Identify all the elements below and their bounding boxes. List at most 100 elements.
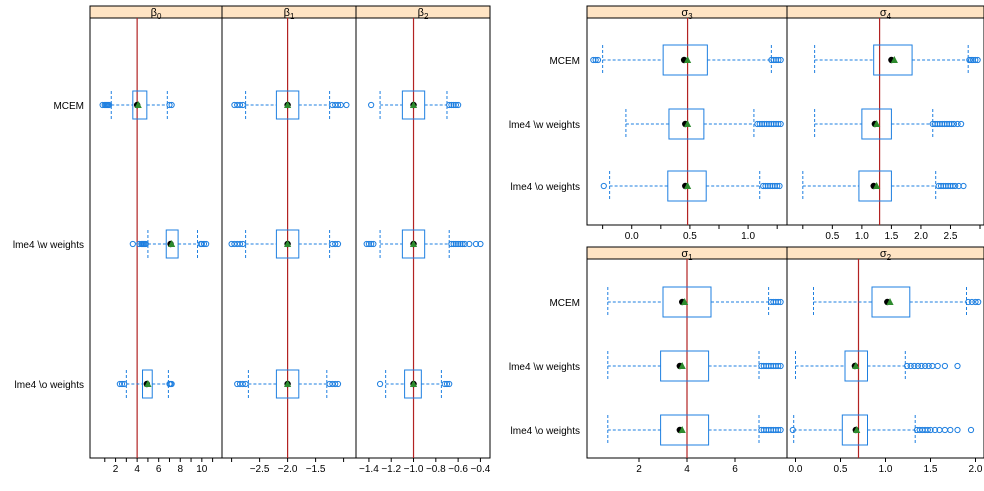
x-tick-label-sigma4: 1.0 — [855, 231, 869, 242]
outlier-point — [332, 240, 339, 248]
outlier-point — [236, 240, 244, 248]
iqr-box — [861, 108, 892, 140]
mean-point — [409, 240, 418, 247]
panel-frame-sigma2 — [786, 258, 984, 459]
outlier-point — [242, 380, 249, 388]
x-tick-label-sigma3: 0.0 — [625, 231, 639, 242]
strip-label-beta1: β1 — [284, 7, 295, 21]
mean-point — [284, 380, 292, 387]
panel-sigma2: σ2 0.0 0.5 1.0 1.5 2.0 — [786, 246, 984, 475]
mean-point — [683, 56, 692, 63]
outlier-point — [466, 240, 473, 248]
box-sigma1-0 — [607, 286, 784, 318]
row-label-2: lme4 \o weights — [511, 426, 580, 437]
outlier-point — [968, 298, 976, 306]
iqr-box — [275, 229, 300, 259]
mean-point — [168, 240, 176, 247]
outlier-point — [775, 362, 782, 370]
outlier-point — [922, 362, 929, 370]
outlier-point — [236, 101, 244, 109]
panel-frame-beta2 — [355, 17, 491, 459]
mean-point — [853, 426, 861, 433]
iqr-box — [668, 108, 705, 140]
outlier-point — [105, 101, 113, 109]
outlier-point — [775, 56, 782, 64]
outlier-point — [777, 120, 784, 128]
outlier-point — [239, 101, 246, 109]
panel-frame-beta1 — [221, 17, 357, 459]
outlier-point — [768, 56, 775, 64]
outlier-point — [947, 426, 954, 434]
outlier-point — [448, 101, 455, 109]
box-beta1-0 — [231, 90, 350, 120]
outlier-point — [168, 101, 175, 109]
x-tick-label-sigma4: 2.5 — [944, 231, 958, 242]
x-tick-label-beta0: 4 — [134, 464, 140, 475]
x-tick-label-beta1: −2.0 — [278, 464, 298, 475]
panel-beta0: β0 2 4 6 8 10 — [89, 5, 223, 475]
outlier-point — [975, 298, 982, 306]
strip-label-beta0: β0 — [151, 7, 162, 21]
outlier-point — [931, 426, 939, 434]
outlier-point — [446, 380, 453, 388]
outlier-point — [594, 56, 602, 64]
iqr-box — [401, 229, 426, 259]
box-beta0-1 — [129, 229, 210, 259]
strip-label-sigma1: σ1 — [681, 248, 693, 262]
mean-point — [890, 56, 898, 63]
outlier-point — [200, 240, 208, 248]
outlier-point — [974, 56, 981, 64]
mean-point — [852, 362, 860, 369]
box-beta2-0 — [368, 90, 462, 120]
row-label-2: lme4 \o weights — [511, 182, 580, 193]
outlier-point — [756, 120, 763, 128]
x-tick-label-beta2: −1.2 — [381, 464, 401, 475]
iqr-box — [401, 90, 426, 120]
outlier-point — [929, 362, 936, 370]
outlier-point — [592, 56, 599, 64]
outlier-point — [911, 362, 918, 370]
outlier-point — [765, 120, 773, 128]
iqr-box — [667, 170, 707, 202]
mean-point — [683, 120, 692, 127]
outlier-point — [774, 182, 781, 190]
panel-frame-beta0 — [89, 17, 223, 459]
outlier-point — [166, 101, 173, 109]
outlier-point — [472, 240, 480, 248]
outlier-point — [925, 362, 932, 370]
box-sigma2-0 — [813, 286, 982, 318]
outlier-point — [958, 120, 965, 128]
strip-subscript: 4 — [887, 12, 892, 21]
outlier-point — [770, 120, 777, 128]
outlier-point — [763, 120, 770, 128]
strip-subscript: 2 — [424, 12, 429, 21]
mean-point — [681, 298, 689, 305]
iqr-box — [275, 90, 300, 120]
outlier-point — [775, 426, 782, 434]
outlier-point — [972, 56, 979, 64]
outlier-point — [441, 380, 448, 388]
outlier-point — [443, 380, 451, 388]
x-tick-label-sigma2: 2.0 — [969, 464, 983, 475]
outlier-point — [918, 362, 925, 370]
outlier-point — [142, 240, 149, 248]
iqr-box — [275, 369, 300, 399]
strip-symbol: β — [284, 7, 290, 19]
outlier-point — [461, 240, 468, 248]
iqr-box — [871, 286, 911, 318]
box-beta2-1 — [363, 229, 484, 259]
outlier-point — [334, 101, 342, 109]
box-sigma1-1 — [607, 350, 784, 382]
outlier-point — [777, 56, 784, 64]
row-label-1: lme4 \w weights — [509, 120, 580, 131]
x-tick-label-sigma4: 0.5 — [825, 231, 839, 242]
outlier-point — [954, 362, 961, 370]
strip-symbol: β — [151, 7, 157, 19]
x-tick-label-sigma3: 0.5 — [683, 231, 697, 242]
box-sigma4-0 — [814, 44, 981, 76]
mean-point — [678, 426, 686, 433]
outlier-point — [368, 240, 375, 248]
iqr-box — [858, 170, 892, 202]
